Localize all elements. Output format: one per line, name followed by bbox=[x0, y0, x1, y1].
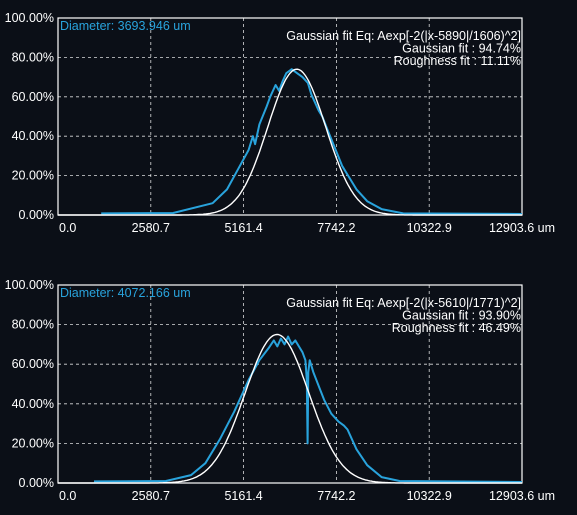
y-tick-label: 20.00% bbox=[12, 169, 54, 183]
gaussian-fit-label: Gaussian fit : 93.90% bbox=[402, 309, 521, 323]
gaussian-fit-line bbox=[58, 333, 522, 484]
x-tick-label: 7742.2 bbox=[317, 221, 355, 235]
chart-panel-1: 0.00% 20.00% 40.00% 60.00% 80.00% 100.00% 0.0 2… bbox=[5, 11, 555, 235]
y-tick-label: 80.00% bbox=[12, 50, 54, 64]
y-tick-label: 60.00% bbox=[12, 357, 54, 371]
diameter-label: Diameter: 4072.166 um bbox=[60, 286, 191, 300]
measured-profile-line bbox=[101, 68, 523, 215]
x-tick-label: 0.0 bbox=[59, 489, 76, 503]
y-tick-label: 0.00% bbox=[19, 208, 54, 222]
plot-frame bbox=[57, 284, 523, 484]
plot-frame bbox=[57, 17, 523, 216]
x-tick-label: 5161.4 bbox=[224, 221, 262, 235]
x-tick-label: 12903.6 um bbox=[489, 221, 555, 235]
y-tick-label: 100.00% bbox=[5, 278, 54, 292]
x-tick-label: 10322.9 bbox=[407, 489, 452, 503]
x-tick-label: 2580.7 bbox=[132, 489, 170, 503]
roughness-fit-label: Roughness fit : 11.11% bbox=[394, 54, 521, 68]
gaussian-fit-label: Gaussian fit : 94.74% bbox=[402, 42, 521, 56]
x-tick-label: 10322.9 bbox=[407, 221, 452, 235]
gaussian-fit-line bbox=[58, 68, 522, 216]
y-tick-label: 0.00% bbox=[19, 476, 54, 490]
fit-equation-label: Gaussian fit Eq: Aexp[-2(|x-5610|/1771)^… bbox=[286, 296, 521, 310]
x-tick-label: 5161.4 bbox=[224, 489, 262, 503]
y-tick-label: 40.00% bbox=[12, 129, 54, 143]
measured-profile-line bbox=[93, 335, 523, 483]
roughness-fit-label: Roughness fit : 46.49% bbox=[392, 321, 521, 335]
diameter-label: Diameter: 3693.946 um bbox=[60, 19, 191, 33]
y-tick-label: 80.00% bbox=[12, 318, 54, 332]
fit-equation-label: Gaussian fit Eq: Aexp[-2(|x-5890|/1606)^… bbox=[286, 29, 521, 43]
x-tick-label: 0.0 bbox=[59, 221, 76, 235]
y-tick-label: 20.00% bbox=[12, 436, 54, 450]
chart-panel-2: 0.00% 20.00% 40.00% 60.00% 80.00% 100.00% 0.0 2… bbox=[5, 278, 555, 503]
y-tick-label: 100.00% bbox=[5, 11, 54, 25]
x-tick-label: 12903.6 um bbox=[489, 489, 555, 503]
y-tick-label: 40.00% bbox=[12, 397, 54, 411]
y-tick-label: 60.00% bbox=[12, 90, 54, 104]
x-tick-label: 2580.7 bbox=[132, 221, 170, 235]
x-tick-label: 7742.2 bbox=[317, 489, 355, 503]
